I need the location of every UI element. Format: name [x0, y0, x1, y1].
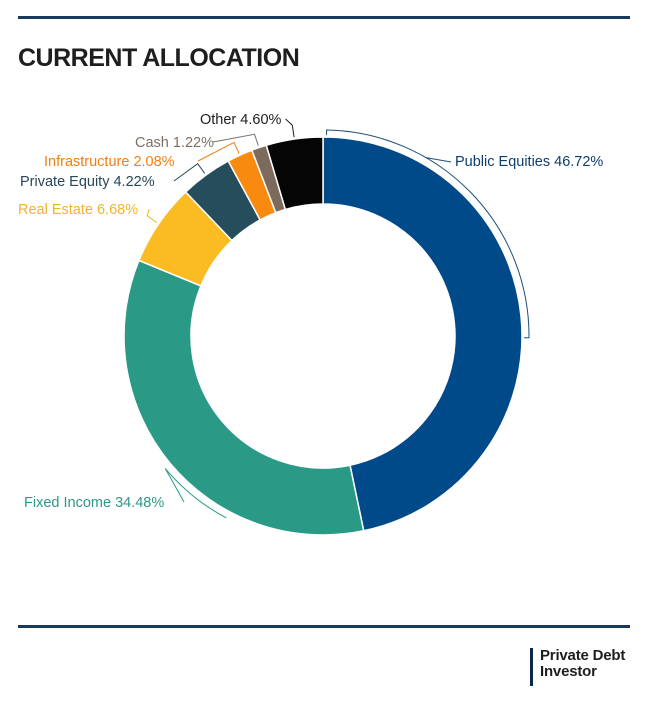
- label-fixed-income: Fixed Income 34.48%: [24, 495, 164, 511]
- label-private-equity: Private Equity 4.22%: [20, 174, 155, 190]
- slice-fixed-income: [123, 259, 365, 536]
- top-rule: [18, 16, 630, 19]
- brand-logo: Private Debt Investor: [530, 648, 625, 686]
- label-infrastructure: Infrastructure 2.08%: [44, 154, 175, 170]
- leader-line-fixed-income: [164, 468, 227, 519]
- label-cash: Cash 1.22%: [135, 135, 214, 151]
- label-other: Other 4.60%: [200, 112, 282, 128]
- slice-public-equities: [322, 136, 523, 532]
- leader-line-infrastructure: [197, 141, 240, 162]
- bottom-rule: [18, 625, 630, 628]
- slice-other: [265, 136, 324, 211]
- brand-line-1: Private Debt: [540, 647, 626, 664]
- leader-line-cash: [212, 133, 259, 146]
- leader-line-other: [285, 118, 295, 138]
- leader-line-public-equities: [326, 129, 530, 339]
- chart-title: CURRENT ALLOCATION: [18, 44, 300, 72]
- label-real-estate: Real Estate 6.68%: [18, 202, 138, 218]
- leader-line-real-estate: [146, 208, 158, 224]
- leader-line-private-equity: [173, 163, 206, 182]
- label-public-equities: Public Equities 46.72%: [455, 154, 603, 170]
- brand-line-2: Investor: [540, 663, 597, 680]
